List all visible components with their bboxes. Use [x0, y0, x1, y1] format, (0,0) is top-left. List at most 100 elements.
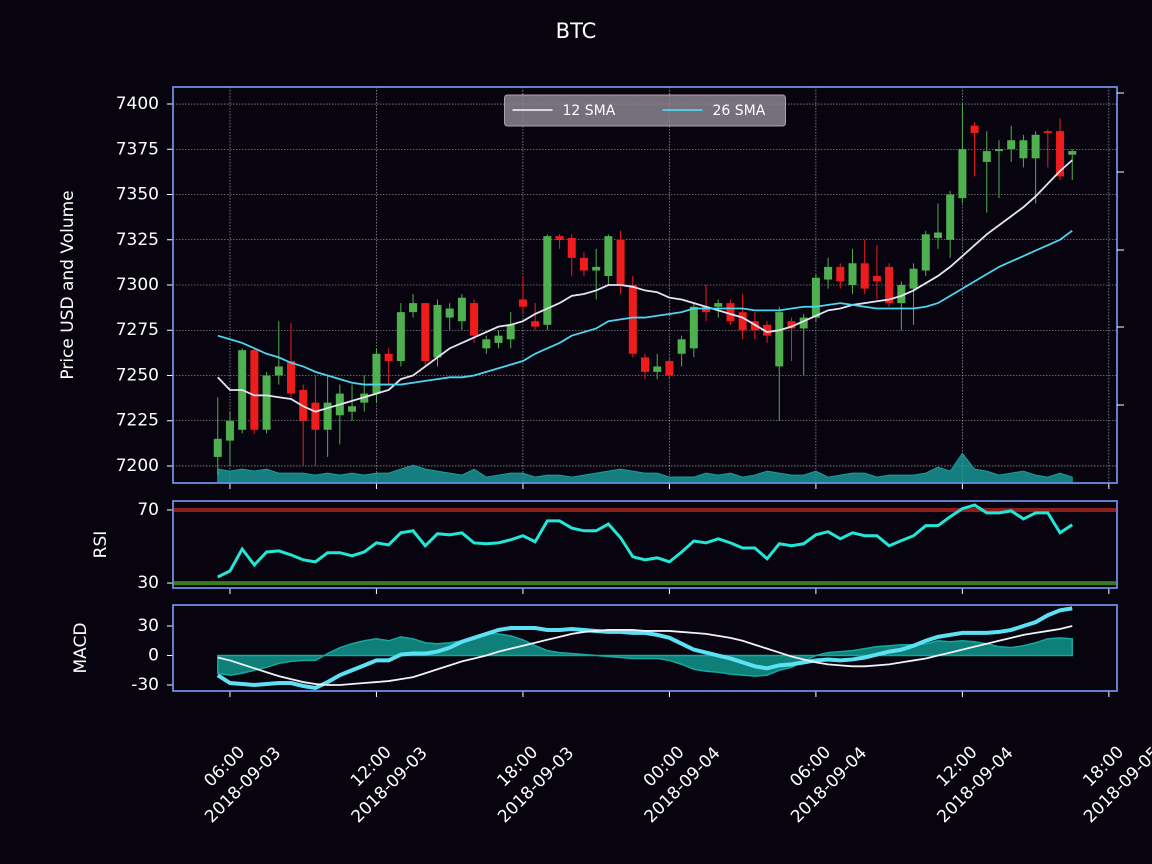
candle-body — [933, 232, 942, 238]
candle-body — [555, 236, 564, 240]
candle-body — [958, 149, 967, 199]
candle-body — [421, 303, 430, 362]
y-tick-label: 30 — [137, 616, 159, 636]
y-tick-label: 7350 — [116, 185, 159, 205]
legend-box — [504, 94, 786, 127]
candle-body — [482, 339, 491, 349]
candle-body — [1019, 140, 1028, 159]
candle-body — [641, 357, 649, 372]
candle-body — [714, 303, 723, 307]
candle-body — [274, 366, 283, 376]
candle-body — [225, 420, 234, 441]
plot-area — [172, 500, 1118, 589]
candle-body — [775, 312, 784, 367]
signal-line — [217, 625, 1073, 686]
candle-body — [946, 194, 955, 240]
candle-body — [262, 375, 271, 430]
candle-body — [970, 125, 979, 133]
candle-body — [921, 234, 930, 271]
candle-body — [384, 353, 393, 362]
candle-body — [787, 321, 796, 329]
candle-body — [445, 308, 454, 318]
candle-body — [872, 275, 881, 282]
candle-body — [323, 402, 332, 430]
candle-body — [738, 312, 747, 331]
chart-title: BTC — [556, 19, 597, 43]
candle-body — [250, 350, 259, 430]
candle-body — [543, 236, 552, 325]
candle-body — [396, 312, 405, 362]
candle-body — [604, 236, 613, 276]
candle-body — [811, 277, 820, 318]
volume-area — [217, 452, 1073, 483]
y-tick-label: 7250 — [116, 365, 159, 385]
candle-body — [836, 266, 845, 282]
candle-body — [592, 266, 601, 271]
candle-body — [311, 402, 320, 430]
candle-body — [982, 151, 991, 162]
candle-body — [348, 406, 357, 412]
y-tick-label: 7400 — [116, 94, 159, 114]
candle-body — [1043, 131, 1052, 133]
y-tick-label: 7225 — [116, 411, 159, 431]
candle-body — [1007, 140, 1016, 150]
y-tick-label: 7375 — [116, 139, 159, 159]
legend-label: 12 SMA — [563, 103, 616, 119]
y-axis-label: MACD — [71, 623, 91, 674]
candle-body — [531, 321, 540, 327]
candle-body — [518, 299, 527, 307]
candle-body — [824, 266, 833, 280]
candle-body — [1031, 134, 1040, 159]
y-tick-label: 7275 — [116, 320, 159, 340]
candle-body — [409, 303, 418, 313]
candle-body — [799, 317, 808, 329]
y-axis-label: RSI — [91, 531, 111, 559]
candle-body — [494, 335, 503, 343]
candle-body — [470, 303, 479, 336]
y-tick-label: 7300 — [116, 275, 159, 295]
candle-body — [702, 306, 711, 313]
sma-line — [217, 159, 1073, 413]
plot-layer — [216, 606, 1073, 691]
candle-body — [616, 239, 625, 285]
candle-body — [885, 266, 894, 304]
candle-body — [848, 263, 857, 285]
candle-body — [372, 353, 381, 394]
candle-body — [287, 361, 295, 394]
candle-body — [579, 257, 588, 271]
macd-line — [216, 606, 1073, 691]
y-tick-label: 0 — [148, 646, 159, 666]
candle-body — [665, 361, 674, 376]
y-tick-label: -30 — [131, 675, 159, 695]
plot-layer — [173, 503, 1117, 586]
candle-body — [213, 438, 222, 457]
candle-body — [628, 285, 637, 354]
candle-body — [860, 263, 869, 289]
candle-body — [897, 285, 906, 304]
legend-label: 26 SMA — [713, 103, 766, 119]
y-tick-label: 7200 — [116, 456, 159, 476]
y-axis-label: Price USD and Volume — [58, 190, 78, 379]
histogram-area — [217, 633, 1073, 677]
candle-body — [653, 366, 662, 372]
candle-body — [909, 268, 918, 289]
sma-line — [217, 229, 1073, 386]
plot-border — [172, 86, 1118, 484]
candle-body — [763, 324, 772, 336]
y-tick-label: 7325 — [116, 230, 159, 250]
candle-body — [433, 304, 442, 358]
y-tick-label: 70 — [137, 500, 159, 520]
candle-body — [995, 149, 1003, 152]
rsi-line — [217, 503, 1074, 579]
candle-body — [726, 303, 735, 322]
plot-layer — [173, 87, 1117, 483]
candle-body — [689, 306, 698, 349]
plot-border — [172, 604, 1118, 692]
candle-body — [567, 237, 576, 258]
y-tick-label: 30 — [137, 573, 159, 593]
candle-body — [457, 297, 466, 322]
candle-body — [1056, 131, 1065, 177]
candle-body — [677, 339, 686, 354]
